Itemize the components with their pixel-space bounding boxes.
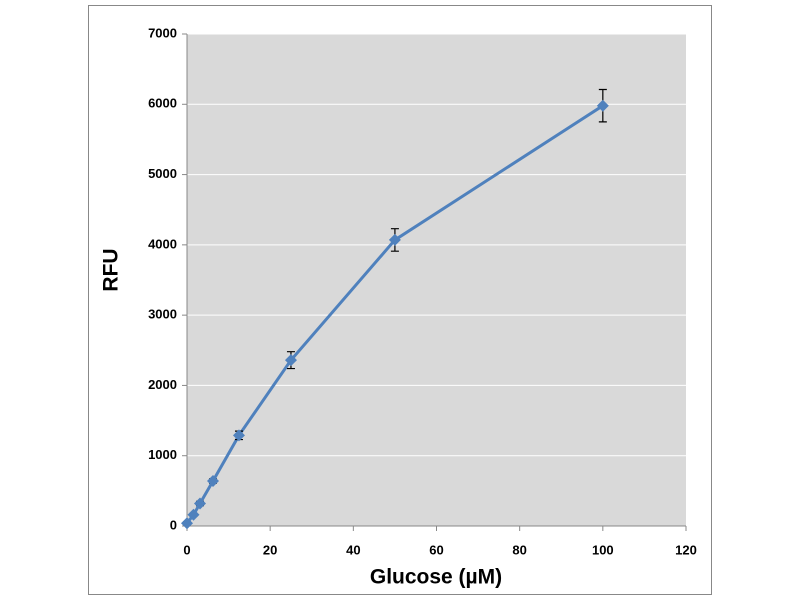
x-axis-label: Glucose (µM) (370, 566, 502, 589)
y-tick-label: 5000 (148, 166, 177, 181)
x-tick-label: 0 (183, 542, 190, 557)
data-point (187, 508, 200, 521)
x-tick-label: 80 (512, 542, 526, 557)
x-tick-label: 100 (592, 542, 614, 557)
data-point (284, 354, 297, 367)
data-point (232, 429, 245, 442)
x-tick-label: 60 (429, 542, 443, 557)
y-tick-label: 6000 (148, 96, 177, 111)
plot-background (187, 34, 686, 526)
data-point (181, 517, 193, 530)
x-tick-label: 40 (346, 542, 360, 557)
x-tick-label: 20 (263, 542, 277, 557)
y-tick-label: 1000 (148, 447, 177, 462)
data-point (193, 497, 206, 510)
y-tick-label: 3000 (148, 307, 177, 322)
y-tick-label: 7000 (148, 25, 177, 40)
data-point (388, 233, 401, 246)
y-tick-label: 4000 (148, 236, 177, 251)
data-point (596, 99, 609, 112)
y-tick-label: 2000 (148, 377, 177, 392)
y-axis-label: RFU (100, 248, 123, 291)
y-tick-label: 0 (170, 517, 177, 532)
x-tick-label: 120 (675, 542, 697, 557)
data-point (206, 475, 219, 488)
